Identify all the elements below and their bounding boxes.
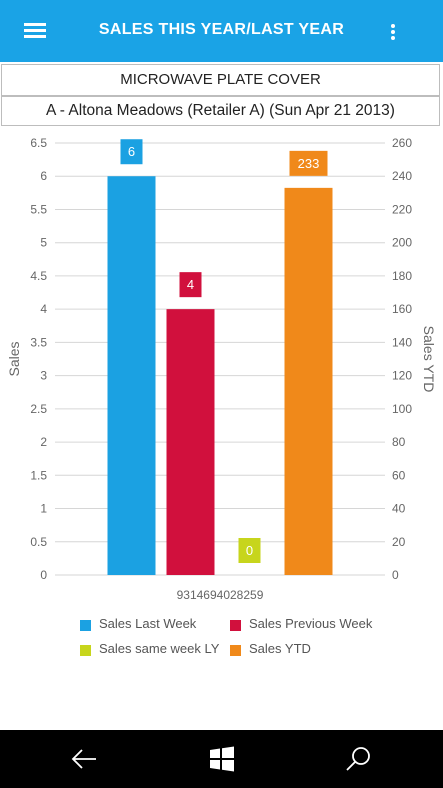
store-label: A - Altona Meadows (Retailer A) (Sun Apr… bbox=[1, 96, 440, 126]
product-name: MICROWAVE PLATE COVER bbox=[1, 64, 440, 96]
bar bbox=[166, 309, 215, 575]
legend-swatch bbox=[230, 620, 241, 631]
legend-label: Sales same week LY bbox=[99, 641, 220, 656]
y-tick-label: 0 bbox=[40, 568, 47, 582]
y2-tick-label: 40 bbox=[392, 502, 406, 516]
legend-swatch bbox=[80, 645, 91, 656]
y2-tick-label: 80 bbox=[392, 435, 406, 449]
y-tick-label: 6 bbox=[40, 169, 47, 183]
y-tick-label: 4.5 bbox=[30, 269, 47, 283]
y-tick-label: 3.5 bbox=[30, 335, 47, 349]
y2-tick-label: 220 bbox=[392, 202, 412, 216]
sales-chart: 00.511.522.533.544.555.566.5020406080100… bbox=[6, 136, 437, 602]
legend-label: Sales YTD bbox=[249, 641, 311, 656]
y-tick-label: 5.5 bbox=[30, 202, 47, 216]
legend-swatch bbox=[230, 645, 241, 656]
y2-tick-label: 180 bbox=[392, 269, 412, 283]
y2-tick-label: 160 bbox=[392, 302, 412, 316]
y-tick-label: 6.5 bbox=[30, 136, 47, 150]
data-label: 233 bbox=[298, 156, 320, 171]
y2-tick-label: 100 bbox=[392, 402, 412, 416]
y2-tick-label: 240 bbox=[392, 169, 412, 183]
hamburger-menu-icon[interactable] bbox=[24, 23, 46, 39]
y2-tick-label: 60 bbox=[392, 468, 406, 482]
y2-tick-label: 200 bbox=[392, 236, 412, 250]
y-tick-label: 4 bbox=[40, 302, 47, 316]
data-label: 0 bbox=[246, 543, 253, 558]
y2-tick-label: 20 bbox=[392, 535, 406, 549]
y-tick-label: 2.5 bbox=[30, 402, 47, 416]
more-options-icon[interactable] bbox=[391, 22, 395, 40]
system-nav-bar bbox=[0, 730, 443, 788]
y2-tick-label: 260 bbox=[392, 136, 412, 150]
y-tick-label: 1 bbox=[40, 502, 47, 516]
x-tick-label: 9314694028259 bbox=[177, 588, 264, 602]
data-label: 4 bbox=[187, 277, 194, 292]
data-label-box bbox=[179, 272, 202, 298]
data-label-box bbox=[120, 139, 143, 165]
bar bbox=[107, 176, 156, 575]
data-label-box bbox=[289, 150, 328, 176]
search-icon[interactable] bbox=[343, 744, 373, 774]
bar bbox=[284, 187, 333, 575]
app-bar: SALES THIS YEAR/LAST YEAR bbox=[0, 0, 443, 62]
y-tick-label: 0.5 bbox=[30, 535, 47, 549]
y-tick-label: 5 bbox=[40, 236, 47, 250]
y2-tick-label: 140 bbox=[392, 335, 412, 349]
y2-axis-label: Sales YTD bbox=[421, 326, 437, 393]
y-tick-label: 3 bbox=[40, 369, 47, 383]
y-tick-label: 1.5 bbox=[30, 468, 47, 482]
data-label: 6 bbox=[128, 144, 135, 159]
back-arrow-icon[interactable] bbox=[69, 744, 99, 774]
y2-tick-label: 120 bbox=[392, 369, 412, 383]
y2-tick-label: 0 bbox=[392, 568, 399, 582]
page-title: SALES THIS YEAR/LAST YEAR bbox=[98, 21, 345, 38]
legend-label: Sales Previous Week bbox=[249, 616, 373, 631]
windows-logo-icon[interactable] bbox=[207, 744, 237, 774]
legend-label: Sales Last Week bbox=[99, 616, 197, 631]
y-axis-label: Sales bbox=[6, 341, 22, 376]
legend-swatch bbox=[80, 620, 91, 631]
data-label-box bbox=[238, 538, 261, 563]
y-tick-label: 2 bbox=[40, 435, 47, 449]
